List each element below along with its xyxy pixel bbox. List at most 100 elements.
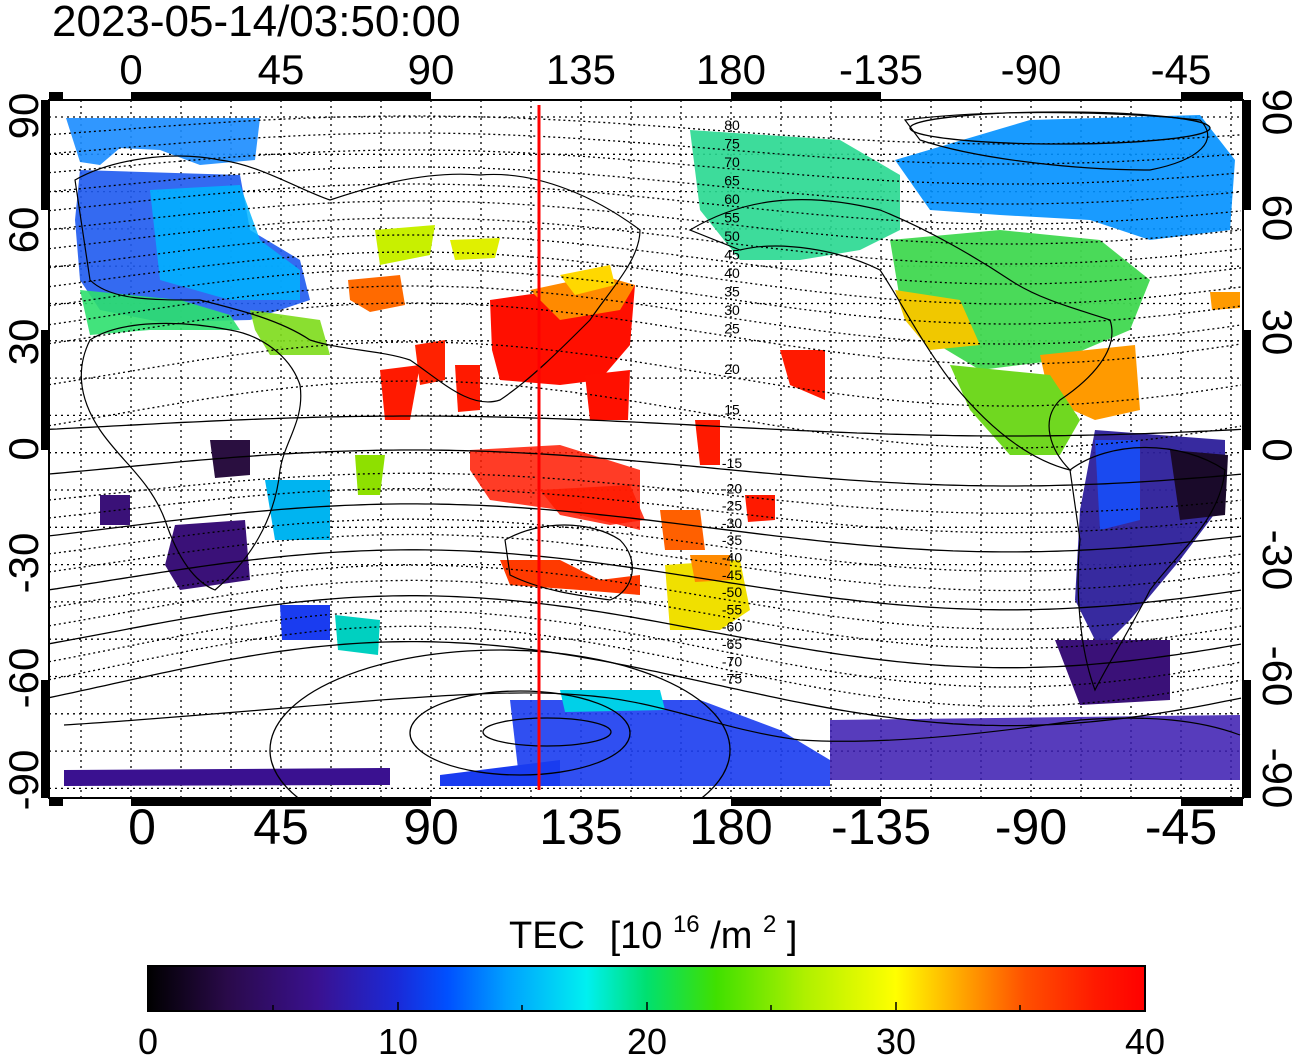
tec-patch-middle-east xyxy=(250,310,330,355)
magnetic-latitude-label: -75 xyxy=(722,671,742,687)
magnetic-contour-north xyxy=(49,183,1242,225)
magnetic-contour-south xyxy=(49,564,1242,630)
magnetic-contour-south xyxy=(49,579,1242,650)
bottom-lon-label: 180 xyxy=(689,799,772,855)
magnetic-latitude-label: -50 xyxy=(722,584,742,600)
magnetic-contour-north xyxy=(49,166,1242,205)
magnetic-latitude-label: 30 xyxy=(724,302,740,318)
tec-patch-south-africa xyxy=(165,520,250,590)
bottom-lon-label: 0 xyxy=(128,799,156,855)
right-lat-label: 90 xyxy=(1254,89,1294,136)
magnetic-latitude-label: -55 xyxy=(722,601,742,617)
coastline-south-america xyxy=(1069,446,1226,692)
magnetic-contour-north xyxy=(49,149,1242,185)
colorbar-title-tec: TEC xyxy=(509,915,585,957)
tec-patch-indochina xyxy=(455,365,480,412)
bottom-lon-label: -45 xyxy=(1145,799,1217,855)
magnetic-latitude-label: 60 xyxy=(724,191,740,207)
magnetic-contour-north xyxy=(49,200,1242,245)
tec-patch-antarctica-west xyxy=(64,768,390,786)
magnetic-contour-south xyxy=(49,472,1242,514)
tec-patch-mediterranean xyxy=(80,290,240,335)
tec-patch-mexico xyxy=(950,365,1080,455)
magnetic-contour-north xyxy=(49,302,1242,365)
colorbar-tick-label: 0 xyxy=(138,1021,158,1057)
left-lat-label: -60 xyxy=(0,648,47,709)
tec-patch-brazil xyxy=(1170,450,1228,520)
colorbar-tick-label: 40 xyxy=(1125,1021,1165,1057)
right-lat-label: -90 xyxy=(1254,748,1294,809)
coastlines xyxy=(63,111,1241,742)
magnetic-latitude-label: -15 xyxy=(722,455,742,471)
top-lon-label: 135 xyxy=(546,46,616,93)
right-lat-label: -60 xyxy=(1254,646,1294,707)
magnetic-latitude-label: 35 xyxy=(724,284,740,300)
bottom-lon-label: 135 xyxy=(539,799,622,855)
top-lon-label: 0 xyxy=(119,46,142,93)
left-lat-label: 30 xyxy=(0,319,47,366)
tec-patch-south-indian xyxy=(280,605,330,640)
left-lat-label: 60 xyxy=(0,207,47,254)
right-latitude-labels: 90 60 30 0 -30 -60 -90 xyxy=(1254,89,1294,809)
bottom-lon-label: 90 xyxy=(403,799,459,855)
colorbar-unit-exp: 16 xyxy=(673,911,700,938)
tec-patch-antarctica-east xyxy=(830,715,1240,780)
right-lat-label: 30 xyxy=(1254,309,1294,356)
timestamp-title: 2023-05-14/03:50:00 xyxy=(52,0,461,46)
magnetic-contour-north xyxy=(49,251,1242,305)
top-longitude-labels: 0 45 90 135 180 -135 -90 -45 xyxy=(119,46,1211,93)
tec-patch-north-australia xyxy=(540,485,645,525)
tec-patch-tasman xyxy=(660,510,705,550)
magnetic-contour-north xyxy=(49,268,1242,325)
left-lat-label: 0 xyxy=(0,437,47,460)
tec-patch-alaska xyxy=(690,130,900,260)
magnetic-contour-north xyxy=(49,341,1242,407)
tec-patch-siberia xyxy=(375,225,435,265)
south-pole-contour xyxy=(269,649,731,798)
magnetic-contour-north xyxy=(49,285,1242,345)
magnetic-contour-north xyxy=(49,234,1242,285)
coastline-africa xyxy=(80,322,302,591)
bottom-lon-label: -90 xyxy=(995,799,1067,855)
left-lat-label: 90 xyxy=(0,93,47,140)
colorbar-unit-exp2: 2 xyxy=(763,911,776,938)
colorbar-unit-mid: /m xyxy=(710,915,752,957)
coastline-australia xyxy=(504,524,633,601)
tec-patch-europe-center xyxy=(150,185,300,300)
tec-patch-india-east xyxy=(415,340,445,385)
tec-patch-philippines xyxy=(585,370,630,420)
top-lon-label: 180 xyxy=(696,46,766,93)
magnetic-latitude-label: -25 xyxy=(722,498,742,514)
magnetic-latitude-label: -60 xyxy=(722,619,742,635)
tec-patch-kerguelen xyxy=(335,615,380,655)
colorbar-unit-end: ] xyxy=(787,915,798,957)
magnetic-contour-south xyxy=(49,503,1242,553)
magnetic-latitude-label: -45 xyxy=(722,567,742,583)
south-pole-contour xyxy=(482,717,612,747)
tec-patch-fiji xyxy=(745,495,775,522)
magnetic-contour-north xyxy=(49,115,1242,145)
magnetic-contour-north xyxy=(49,380,1242,449)
frame-ticks xyxy=(41,92,1251,806)
top-lon-label: 90 xyxy=(408,46,455,93)
map-area: 80 75 70 65 60 55 50 45 40 35 30 25 20 15 -15 -20 -25-30… xyxy=(41,92,1251,806)
tec-patch-central-asia xyxy=(348,275,405,312)
colorbar-tick-labels: 0 10 20 30 40 xyxy=(138,1021,1165,1057)
top-lon-label: -45 xyxy=(1151,46,1212,93)
magnetic-latitude-label: -20 xyxy=(722,480,742,496)
tec-patch-india xyxy=(380,365,420,420)
tec-patch-ross-north xyxy=(560,690,665,712)
left-lat-label: -30 xyxy=(0,533,47,594)
magnetic-latitude-label: 25 xyxy=(724,321,740,337)
colorbar-tick-label: 20 xyxy=(627,1021,667,1057)
left-lat-label: -90 xyxy=(0,750,47,811)
tec-patch-atlantic xyxy=(1210,292,1240,310)
tec-patch-madagascar xyxy=(265,480,330,540)
magnetic-contour-south xyxy=(49,487,1242,534)
coastline-eurasia xyxy=(74,155,641,403)
magnetic-contour-south xyxy=(49,449,1242,487)
colorbar-title: TEC [10 16 /m 2 ] xyxy=(509,899,797,957)
magnetic-latitude-label: 45 xyxy=(724,247,740,263)
magnetic-latitude-label: -40 xyxy=(722,550,742,566)
